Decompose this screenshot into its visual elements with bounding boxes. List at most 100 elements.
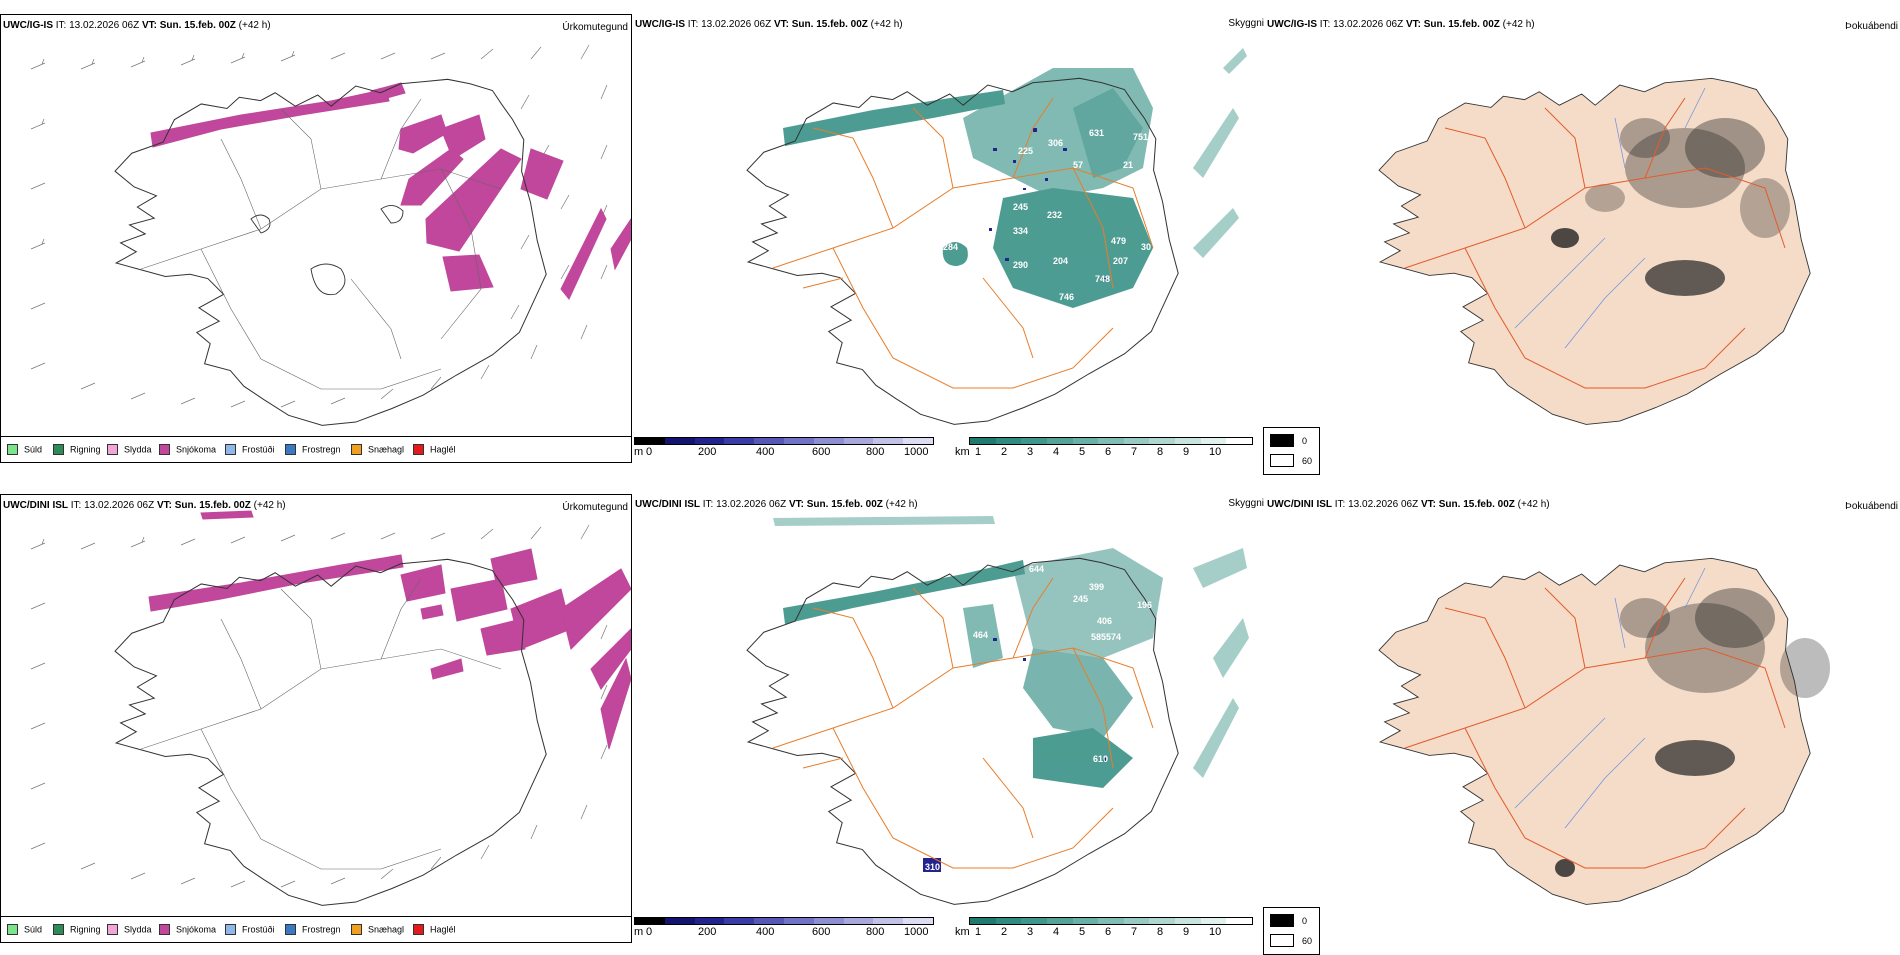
lead-time: (+42 h)	[870, 19, 903, 30]
roads	[772, 577, 1154, 869]
cloud-label: 232	[1047, 210, 1062, 220]
ceiling-tick: 400	[756, 926, 775, 938]
lead-time: (+42 h)	[253, 500, 286, 511]
valid-time: Sun. 15.feb. 00Z	[159, 20, 236, 31]
legend-item-frostudi: Frostúði	[225, 444, 275, 456]
visibility-tick: 4	[1053, 926, 1060, 938]
fog-legend: 0 60	[1263, 427, 1320, 475]
cloud-labels: 644 399 245 196 406 464 585574 190 78 23…	[925, 564, 1178, 872]
panel-title: UWC/DINI ISL IT: 13.02.2026 06Z VT: Sun.…	[635, 499, 918, 510]
model-name: UWC/DINI ISL	[635, 499, 700, 510]
visibility-tick: 5	[1079, 926, 1086, 938]
visibility-tick: 3	[1027, 446, 1034, 458]
legend-swatch	[225, 444, 236, 456]
fog-legend-box-white	[1270, 454, 1294, 467]
valid-time: Sun. 15.feb. 00Z	[806, 499, 883, 510]
legend-swatch	[413, 444, 424, 456]
legend-swatch	[285, 924, 296, 936]
cloud-label: 748	[1095, 274, 1110, 284]
legend-item-frostregn: Frostregn	[285, 444, 341, 456]
it-label: IT:	[1334, 499, 1346, 510]
it-label: IT:	[702, 499, 714, 510]
visibility-tick: 2	[1001, 926, 1008, 938]
iceland-outline	[114, 558, 547, 906]
visibility-tick: 10	[1209, 446, 1222, 458]
visibility-tick: 1	[975, 926, 982, 938]
visibility-colorbar	[969, 917, 1253, 925]
lead-time: (+42 h)	[1517, 499, 1550, 510]
fog-field	[1551, 118, 1790, 296]
visibility-tick: 7	[1131, 446, 1138, 458]
legend-item-frostudi: Frostúði	[225, 924, 275, 936]
ceiling-tick: 0	[646, 446, 653, 458]
ceiling-specks	[923, 638, 1106, 872]
ceiling-scale: m 0 200 400 600 800 1000	[634, 917, 934, 941]
legend-label: Frostúði	[242, 444, 275, 455]
panel-title: UWC/DINI ISL IT: 13.02.2026 06Z VT: Sun.…	[1267, 499, 1550, 510]
visibility-fields	[783, 48, 1247, 308]
cloud-visibility-panel-1: UWC/IG-IS IT: 13.02.2026 06Z VT: Sun. 15…	[633, 14, 1264, 463]
fog-panel-1: UWC/IG-IS IT: 13.02.2026 06Z VT: Sun. 15…	[1263, 14, 1900, 475]
visibility-tick: 10	[1209, 926, 1222, 938]
variable-name: Úrkomutegund	[562, 502, 628, 513]
valid-time: Sun. 15.feb. 00Z	[1423, 19, 1500, 30]
legend-label: Snæhagl	[368, 444, 405, 455]
ceiling-tick: 400	[756, 446, 775, 458]
legend-swatch	[53, 444, 64, 456]
legend-swatch	[159, 924, 170, 936]
init-time: 13.02.2026 06Z	[1348, 499, 1419, 510]
iceland-outline	[114, 78, 547, 426]
legend-item-haglel: Haglél	[413, 444, 456, 456]
legend-swatch	[351, 444, 362, 456]
visibility-tick: 7	[1131, 926, 1138, 938]
rivers	[1514, 567, 1706, 829]
fog-panel-2: UWC/DINI ISL IT: 13.02.2026 06Z VT: Sun.…	[1263, 494, 1900, 955]
legend-item-snaehagl: Snæhagl	[351, 444, 404, 456]
panel-title: UWC/IG-IS IT: 13.02.2026 06Z VT: Sun. 15…	[1267, 19, 1535, 30]
vt-label: VT:	[1405, 19, 1421, 30]
init-time: 13.02.2026 06Z	[69, 20, 140, 31]
ceiling-scale: m 0 200 400 600 800 1000	[634, 437, 934, 461]
fog-legend: 0 60	[1263, 907, 1320, 955]
model-name: UWC/IG-IS	[1267, 19, 1317, 30]
road-lines	[140, 98, 502, 390]
model-name: UWC/DINI ISL	[1267, 499, 1332, 510]
precip-type-legend: Súld Rigning Slydda Snjókoma Frostúði Fr…	[1, 916, 631, 942]
visibility-unit: km	[955, 446, 970, 458]
visibility-fields	[773, 516, 1249, 788]
lead-time: (+42 h)	[1502, 19, 1535, 30]
legend-swatch	[7, 924, 18, 936]
legend-label: Súld	[24, 924, 43, 935]
cloud-label: 225	[1018, 146, 1033, 156]
init-time: 13.02.2026 06Z	[1333, 19, 1404, 30]
variable-name: Þokuábendi	[1845, 21, 1898, 32]
legend-item-slydda: Slydda	[107, 444, 152, 456]
variable-name: Þokuábendi	[1845, 501, 1898, 512]
cloud-label: 287	[953, 232, 968, 242]
iceland-outline	[746, 557, 1179, 905]
ceiling-tick: 1000	[904, 926, 929, 938]
cloud-label: 231	[1119, 738, 1134, 748]
cloud-label: 30	[1141, 242, 1151, 252]
panel-title: UWC/DINI ISL IT: 13.02.2026 06Z VT: Sun.…	[3, 500, 286, 511]
cloud-label: 399	[1089, 582, 1104, 592]
roads	[772, 97, 1154, 389]
visibility-tick: 9	[1183, 926, 1190, 938]
cloud-label: 196	[1137, 600, 1152, 610]
visibility-tick: 1	[975, 446, 982, 458]
land-fill	[1378, 557, 1811, 905]
legend-label: Súld	[24, 444, 43, 455]
panel-title: UWC/IG-IS IT: 13.02.2026 06Z VT: Sun. 15…	[3, 20, 271, 31]
it-label: IT:	[1319, 19, 1331, 30]
land-fill	[1378, 77, 1811, 425]
it-label: IT:	[70, 500, 82, 511]
legend-item-haglel: Haglél	[413, 924, 456, 936]
legend-swatch	[285, 444, 296, 456]
cloud-label: 406	[1097, 616, 1112, 626]
panel-title: UWC/IG-IS IT: 13.02.2026 06Z VT: Sun. 15…	[635, 19, 903, 30]
visibility-scale: km 1 2 3 4 5 6 7 8 9 10	[955, 437, 1255, 461]
roads	[1404, 577, 1786, 869]
variable-name: Úrkomutegund	[562, 22, 628, 33]
visibility-tick: 4	[1053, 446, 1060, 458]
vt-label: VT:	[156, 500, 172, 511]
